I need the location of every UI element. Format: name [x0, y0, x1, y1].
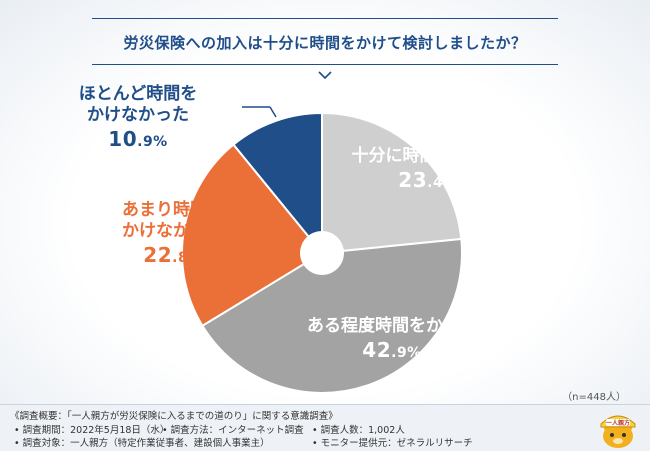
label-slice-2: あまり時間を かけなかった 22.8% — [108, 200, 238, 271]
chevron-down-icon — [318, 71, 332, 80]
pie-slice-1 — [201, 237, 463, 394]
percent-int: 42 — [362, 338, 392, 362]
chart-title: 労災保険への加入は十分に時間をかけて検討しましたか？ — [123, 34, 527, 52]
pie-slice-3 — [232, 111, 323, 256]
sample-size-note: （n=448人） — [562, 392, 626, 403]
percent-int: 23 — [398, 168, 428, 192]
survey-period: • 調査期間：2022年5月18日（水） — [14, 425, 170, 436]
label-slice-3: ほとんど時間を かけなかった 10.9% — [58, 84, 218, 155]
mascot-logo: 一人親方 — [600, 415, 636, 448]
survey-footer: 《調査概要：「一人親方が労災保険に入るまでの道のり」に関する意識調査》 • 調査… — [0, 404, 650, 451]
title-bottom-rule — [92, 64, 558, 65]
percent-dec: .9% — [391, 345, 422, 361]
label-name: ある程度時間をかけた — [307, 316, 477, 336]
label-slice-1: ある程度時間をかけた 42.9% — [292, 316, 492, 366]
label-name-line-2: かけなかった — [87, 105, 189, 125]
pie-slice-0 — [321, 111, 463, 255]
label-percent: 23.4% — [338, 167, 518, 196]
survey-provider: • モニター提供元：ゼネラルリサーチ — [312, 438, 473, 449]
percent-dec: .8% — [172, 250, 203, 266]
label-percent: 42.9% — [292, 337, 492, 366]
survey-count: • 調査人数：1,002人 — [312, 425, 405, 436]
label-name-line-2: かけなかった — [122, 221, 224, 241]
label-name-line-1: ほとんど時間を — [78, 84, 198, 104]
percent-dec: .4% — [427, 175, 458, 191]
label-name-line-1: あまり時間を — [122, 200, 224, 220]
survey-method: • 調査方法：インターネット調査 — [162, 425, 304, 436]
survey-title: 《調査概要：「一人親方が労災保険に入るまでの道のり」に関する意識調査》 — [10, 411, 338, 422]
survey-target: • 調査対象：一人親方（特定作業従事者、建設個人事業主） — [14, 438, 270, 449]
percent-int: 10 — [108, 127, 138, 151]
percent-int: 22 — [143, 243, 173, 267]
pie-slice-2 — [181, 143, 324, 328]
label-slice-0: 十分に時間をかけた 23.4% — [338, 146, 518, 196]
pie-center-hole — [300, 231, 344, 275]
label-percent: 22.8% — [108, 242, 238, 271]
label-name: 十分に時間をかけた — [351, 146, 505, 166]
leader-line-angled — [269, 106, 277, 118]
logo-text: 一人親方 — [606, 419, 630, 427]
title-top-rule — [92, 18, 558, 19]
pie-chart — [181, 106, 463, 394]
label-percent: 10.9% — [58, 126, 218, 155]
percent-dec: .9% — [137, 134, 168, 150]
